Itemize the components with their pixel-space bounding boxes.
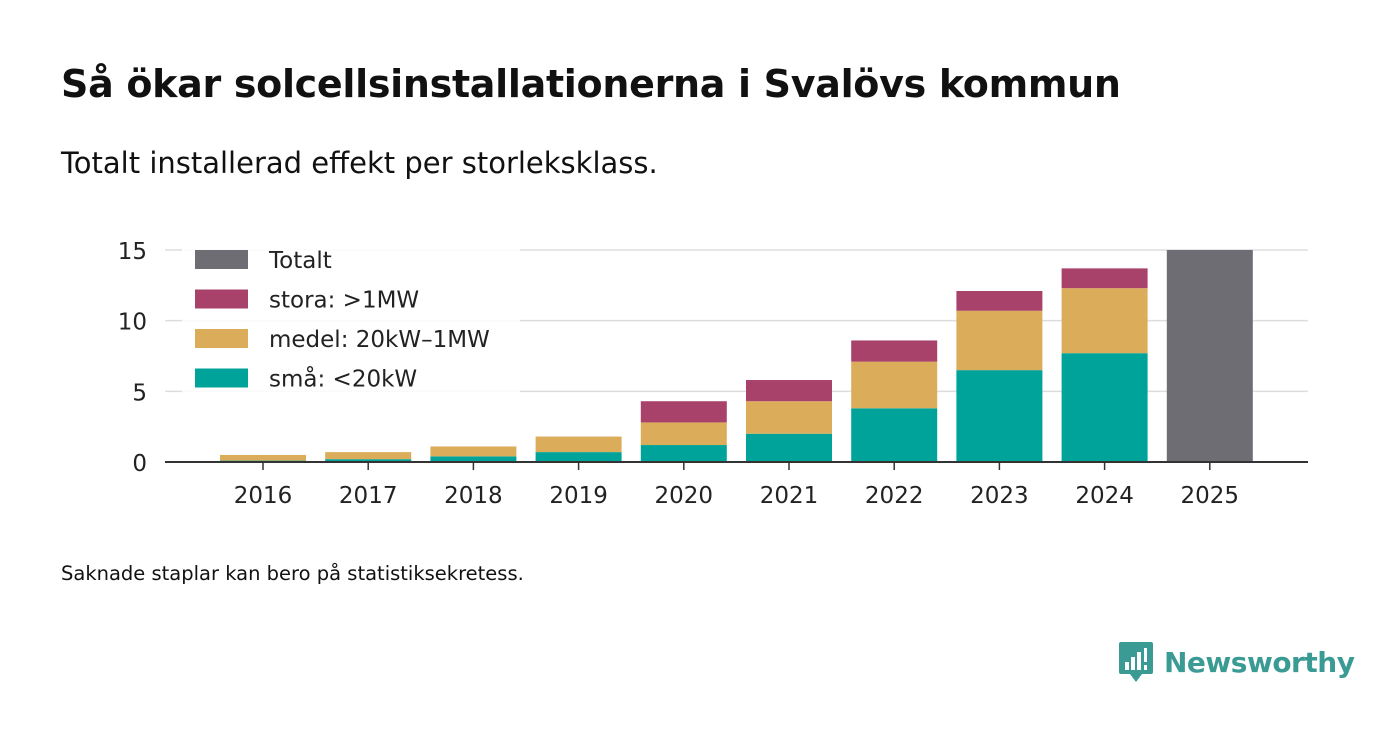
brand-name: Newsworthy: [1164, 645, 1355, 679]
bar-2017-series-1: [325, 452, 412, 460]
x-tick-label-2016: 2016: [234, 483, 293, 509]
y-tick-label-0: 0: [132, 451, 147, 477]
bar-2020-series-2: [640, 401, 727, 423]
bar-2019-series-1: [535, 436, 622, 453]
bar-2018-series-1: [430, 446, 517, 457]
legend-swatch-1: [195, 289, 248, 309]
bar-2017-series-0: [325, 459, 412, 462]
legend-label-1: stora: >1MW: [269, 288, 419, 314]
newsworthy-logo-icon: [1119, 642, 1153, 682]
bar-2023-series-1: [956, 310, 1043, 371]
bar-2020-series-1: [640, 422, 727, 446]
x-tick-label-2025: 2025: [1181, 483, 1240, 509]
bar-2020-series-0: [640, 445, 727, 462]
y-tick-label-15: 15: [118, 239, 147, 265]
bar-2021-series-2: [746, 380, 832, 402]
x-tick-label-2017: 2017: [339, 483, 398, 509]
y-tick-label-5: 5: [132, 380, 147, 406]
bar-2022-series-0: [851, 408, 938, 462]
bar-2022-series-1: [851, 361, 938, 409]
legend-label-2: medel: 20kW–1MW: [269, 327, 490, 353]
legend-swatch-0: [195, 250, 248, 269]
chart-title: Så ökar solcellsinstallationerna i Svalö…: [61, 62, 1121, 106]
bars: [220, 250, 1253, 462]
bar-2016-series-1: [220, 454, 306, 461]
x-tick-label-2023: 2023: [970, 483, 1029, 509]
legend-swatch-2: [195, 329, 248, 348]
legend-label-3: små: <20kW: [269, 365, 417, 393]
legend: Totalt stora: >1MW medel: 20kW–1MW små: <20…: [182, 242, 520, 402]
bar-2023-series-0: [956, 370, 1043, 462]
brand: Newsworthy: [1118, 640, 1355, 684]
bar-2023-series-2: [956, 290, 1043, 311]
y-axis-ticks: 0 5 10 15: [118, 239, 147, 477]
x-axis-ticks: 2016 2017 2018 2019 2020 2021 2022 2023 2024 2025: [234, 462, 1239, 509]
bar-2025-series-3: [1166, 250, 1253, 462]
x-tick-label-2020: 2020: [655, 483, 714, 509]
bar-2024-series-0: [1061, 353, 1148, 462]
chart-subtitle: Totalt installerad effekt per storlekskl…: [61, 146, 658, 180]
bar-2024-series-1: [1061, 288, 1148, 354]
legend-label-0: Totalt: [268, 248, 332, 274]
x-tick-label-2018: 2018: [444, 483, 503, 509]
x-tick-label-2021: 2021: [760, 483, 819, 509]
bar-2021-series-1: [746, 401, 832, 434]
footnote: Saknade staplar kan bero på statistiksek…: [61, 562, 524, 585]
x-tick-label-2024: 2024: [1075, 483, 1134, 509]
x-tick-label-2022: 2022: [865, 483, 924, 509]
bar-2019-series-0: [535, 452, 622, 462]
x-tick-label-2019: 2019: [549, 483, 608, 509]
bar-2018-series-0: [430, 456, 517, 462]
bar-2022-series-2: [851, 340, 938, 362]
y-tick-label-10: 10: [118, 310, 147, 336]
bar-2024-series-2: [1061, 268, 1148, 289]
legend-swatch-3: [195, 368, 248, 388]
bar-2021-series-0: [746, 433, 832, 462]
